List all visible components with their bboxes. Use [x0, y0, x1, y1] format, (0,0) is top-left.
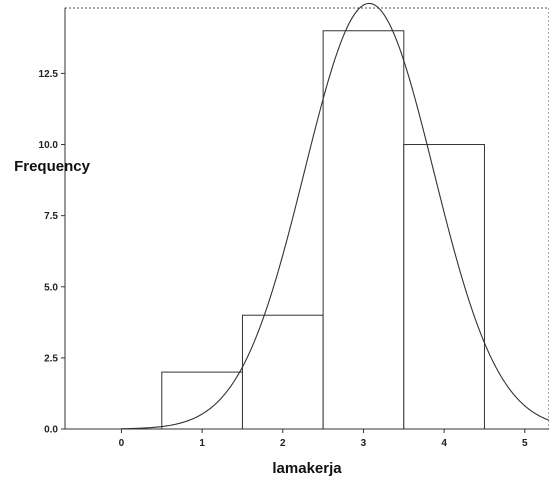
y-tick-label: 12.5 — [39, 69, 59, 80]
x-tick-label: 0 — [119, 438, 125, 449]
plot-frame — [64, 7, 549, 430]
y-tick-label: 7.5 — [44, 211, 58, 222]
histogram-bar-2 — [241, 314, 324, 430]
x-tick-label: 2 — [280, 438, 286, 449]
y-axis-ticks: 0.0 2.5 5.0 7.5 10.0 12.5 — [39, 69, 65, 436]
histogram-bars — [161, 30, 485, 430]
x-tick-label: 3 — [361, 438, 367, 449]
x-tick-label: 5 — [522, 438, 528, 449]
x-axis-title: lamakerja — [272, 460, 342, 477]
y-tick-label: 2.5 — [44, 353, 58, 364]
histogram-bar-4 — [403, 144, 485, 430]
histogram-bar-3 — [322, 30, 405, 430]
y-tick-label: 5.0 — [44, 282, 58, 293]
normal-curve — [121, 2, 549, 430]
histogram-bar-1 — [161, 371, 243, 430]
y-tick-label: 0.0 — [44, 425, 58, 436]
x-axis-ticks: 0 1 2 3 4 5 — [119, 429, 528, 449]
x-tick-label: 1 — [199, 438, 205, 449]
x-tick-label: 4 — [441, 438, 447, 449]
y-tick-label: 10.0 — [39, 140, 59, 151]
y-axis-title: Frequency — [14, 158, 91, 175]
